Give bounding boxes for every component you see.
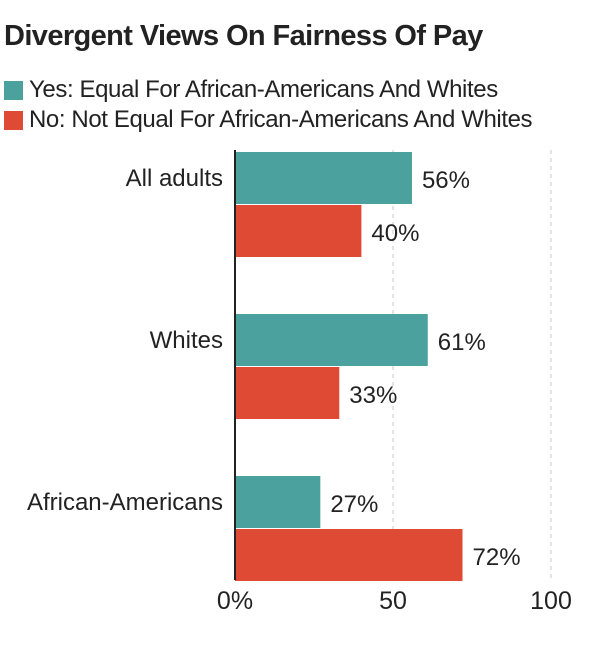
legend-label-yes: Yes: Equal For African-Americans And Whi… [29,76,498,103]
chart-title: Divergent Views On Fairness Of Pay [4,20,483,52]
value-labels: 56%40% 61% 33% 27% 72% [330,167,520,571]
legend-item-yes: Yes: Equal For African-Americans And Whi… [4,75,532,105]
x-tick-label-50: 50 [379,587,407,615]
legend-item-no: No: Not Equal For African-Americans And … [4,105,533,135]
bar-whites-no [235,367,340,419]
category-labels: All adults Whites African-Americans [27,165,223,516]
bar-all-adults-yes [235,152,412,204]
value-label-african-americans-yes: 27% [330,491,378,518]
category-label-whites: Whites [150,327,223,354]
value-label-whites-yes: 61% [438,329,486,356]
bar-all-adults-no [235,205,362,257]
value-label-whites-no: 33% [349,382,397,409]
x-axis-ticks: 0% 50 100 [217,587,572,615]
legend-label-no: No: Not Equal For African-Americans And … [29,106,533,133]
bar-african-americans-yes [235,476,321,528]
value-label-all-adults-no: 40% [371,220,419,247]
x-tick-label-100: 100 [530,587,572,615]
category-label-all-adults: All adults [126,165,223,192]
legend-swatch-no [4,110,23,130]
bar-whites-yes [235,314,428,366]
category-label-african-americans: African-Americans [27,489,223,516]
legend-swatch-yes [4,80,23,100]
bar-african-americans-no [235,529,463,581]
x-tick-label-0: 0% [217,587,253,615]
value-label-african-americans-no: 72% [473,544,521,571]
bars [235,152,463,581]
value-label-all-adults-yes: 56% [422,167,470,194]
legend: Yes: Equal For African-Americans And Whi… [4,75,533,135]
